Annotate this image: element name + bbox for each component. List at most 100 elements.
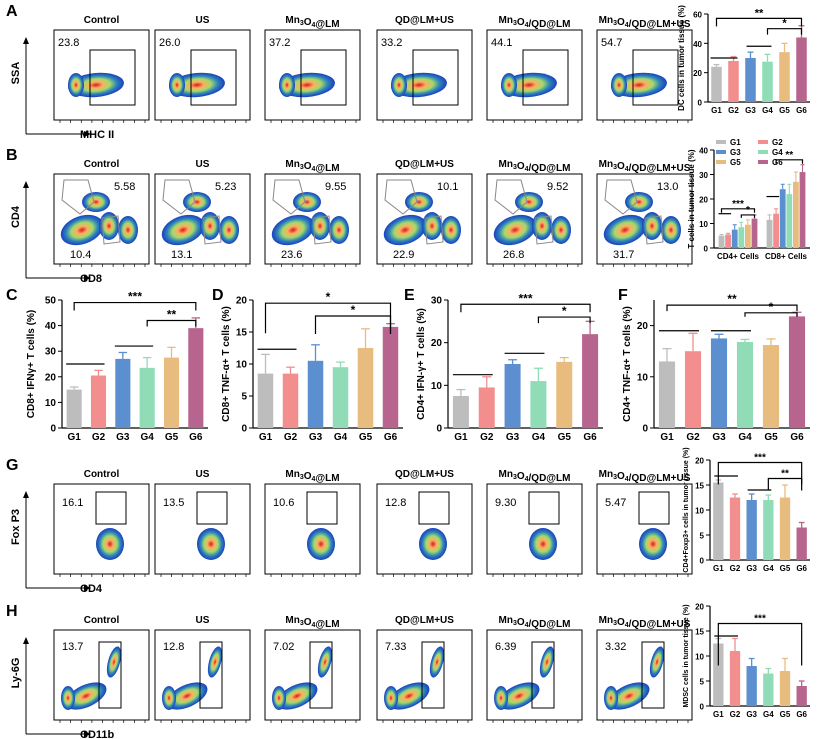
y-tick-label: 30 (699, 171, 708, 180)
bar-G1 (711, 66, 722, 102)
x-tick-label: G2 (686, 432, 700, 443)
x-tick-label: G3 (746, 710, 757, 719)
x-tick-label: G3 (746, 564, 757, 573)
gate-percentage: 6.39 (495, 641, 516, 653)
y-tick-label: 10 (699, 220, 708, 229)
legend-label: G5 (730, 158, 741, 167)
arrow-head (84, 731, 91, 737)
gate-percentage: 12.8 (385, 497, 406, 509)
x-tick-label: G2 (728, 106, 739, 115)
bar-G6 (796, 686, 807, 706)
significance-bracket (314, 315, 392, 334)
flow-plot-H-3: Mn3O4@LM 7.02 (264, 615, 361, 723)
chart-E: 0 10 20 30 G1 G2 G3 G4 G5 G6 CD4+ IFN-γ+ T cells (… (416, 291, 603, 443)
gate-box (98, 641, 122, 709)
legend-label: G2 (772, 138, 783, 147)
plot-frame (154, 483, 251, 575)
bar-G2 (729, 651, 741, 706)
x-tick-label: G6 (796, 710, 807, 719)
bar-G4 (763, 500, 774, 560)
sample-title: Mn3O4/QD@LM (498, 159, 570, 174)
x-tick-label: CD4+ Cells (717, 252, 760, 261)
panel-letter-A: A (6, 3, 18, 20)
plot-frame (486, 483, 583, 575)
x-tick-label: G6 (384, 432, 398, 443)
chart-D: 0 5 10 15 20 G1 G2 G3 G4 G5 G6 CD8+ TNF-α+ T cells … (221, 290, 403, 443)
x-tick-label: G3 (116, 432, 130, 443)
y-tick-label: 0 (700, 557, 705, 566)
x-tick-label: G4 (140, 432, 154, 443)
y-tick-label: 0 (241, 424, 247, 435)
arrow-head (84, 275, 91, 281)
gate-percentage-cd4: 9.55 (325, 181, 346, 193)
significance-bracket (666, 304, 798, 312)
flow-plot-A-3: Mn3O4@LM 37.2 (264, 15, 361, 123)
significance-bracket (740, 214, 756, 218)
bar-G2 (728, 60, 739, 102)
x-tick-label: G1 (454, 432, 468, 443)
gate-box (309, 641, 333, 709)
bar-G1 (66, 389, 82, 428)
sample-title: Control (84, 15, 120, 26)
panel-letter-G: G (6, 457, 18, 474)
population-blob (272, 686, 286, 710)
bar-G4 (332, 367, 349, 428)
population-blob (183, 192, 211, 212)
x-tick-label: G6 (796, 564, 807, 573)
gate-box (199, 641, 223, 709)
axis-indicator-B: CD4 CD8 (10, 181, 102, 285)
significance-label: ** (755, 7, 764, 19)
gate-percentage-cd4: 10.1 (437, 181, 458, 193)
arrow-head (84, 585, 91, 591)
y-tick-label: 10 (236, 360, 248, 371)
sample-title: Mn3O4/QD@LM+US (599, 15, 691, 30)
population-blob (82, 192, 110, 212)
significance-bracket (717, 461, 803, 485)
significance-bracket (73, 301, 197, 311)
gate-cd4 (162, 179, 196, 215)
bar-G2 (725, 234, 731, 248)
x-tick-label: G1 (259, 432, 273, 443)
chart-A: 0 20 40 60 G1 G2 G3 G4 G5 G6 DC cells in tumor tis… (677, 5, 810, 115)
y-tick-label: 30 (431, 296, 443, 307)
x-tick-label: G1 (713, 564, 724, 573)
population-blob (515, 192, 543, 212)
bar-G4 (763, 673, 774, 706)
gate-box (89, 49, 136, 106)
arrow-head (23, 491, 29, 498)
significance-label: *** (754, 453, 766, 464)
x-tick-label: G4 (334, 432, 348, 443)
bar-G1 (257, 373, 274, 428)
population-blob (61, 686, 75, 710)
flow-plot-B-4: QD@LM+US 10.1 22.9 (376, 159, 473, 267)
significance-bracket (767, 477, 803, 491)
gate-cd8 (534, 215, 554, 245)
y-tick-label: 10 (45, 398, 57, 409)
flow-plot-G-3: Mn3O4@LM 10.6 (264, 469, 361, 577)
axis-indicator-G: Fox P3 CD4 (10, 491, 103, 595)
gate-percentage: 12.8 (163, 641, 184, 653)
sample-title: Control (84, 159, 120, 170)
significance-label: ** (167, 307, 177, 321)
flow-plot-B-5: Mn3O4/QD@LM 9.52 26.8 (486, 159, 583, 267)
bar-G6 (188, 328, 204, 428)
population-blob (539, 646, 555, 678)
bar-G5 (779, 52, 790, 102)
flow-plot-G-2: US 13.5 (154, 469, 251, 577)
y-tick-label: 30 (45, 347, 57, 358)
y-tick-label: 15 (695, 628, 704, 637)
chart-H: 0 5 10 15 20 G1 G2 G3 G4 G5 G6 MDSC cells in tumor … (683, 603, 810, 719)
gate-percentage: 16.1 (62, 497, 83, 509)
arrow-head (23, 637, 29, 644)
gate-percentage: 10.6 (273, 497, 294, 509)
significance-label: ** (781, 469, 789, 480)
axis-indicator-H: Ly-6G CD11b (10, 637, 115, 739)
bar-charts-layer: 0 20 40 60 G1 G2 G3 G4 G5 G6 DC cells in tumor tis… (26, 5, 810, 719)
population-blob (96, 528, 124, 560)
sample-title: Mn3O4@LM (285, 469, 339, 484)
y-tick-label: 0 (642, 424, 648, 435)
flow-row-B: Control 5.58 10.4 US 5.23 13.1 Mn3O4@LM 9.55 23.… (10, 159, 693, 285)
flow-plot-H-6: Mn3O4/QD@LM+US 3.32 (596, 615, 693, 723)
population-blob (271, 214, 315, 246)
